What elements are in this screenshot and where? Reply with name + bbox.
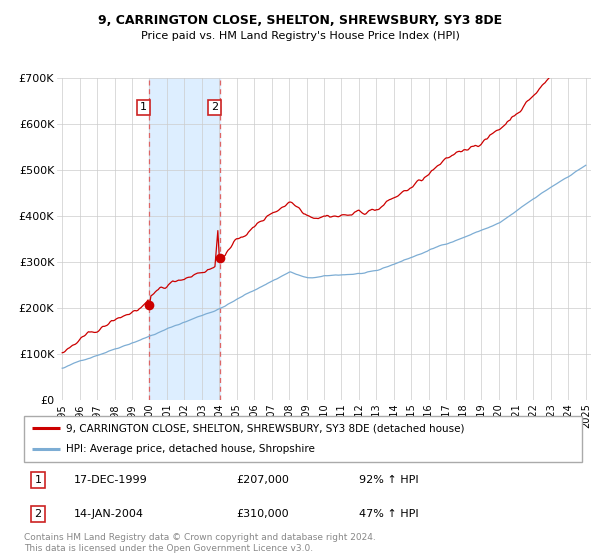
Text: 14-JAN-2004: 14-JAN-2004 bbox=[74, 510, 144, 519]
Text: 2: 2 bbox=[211, 102, 218, 113]
Text: 1: 1 bbox=[34, 475, 41, 484]
Text: 92% ↑ HPI: 92% ↑ HPI bbox=[359, 475, 418, 484]
Text: Price paid vs. HM Land Registry's House Price Index (HPI): Price paid vs. HM Land Registry's House … bbox=[140, 31, 460, 41]
Text: £207,000: £207,000 bbox=[236, 475, 289, 484]
Text: 47% ↑ HPI: 47% ↑ HPI bbox=[359, 510, 418, 519]
Text: 17-DEC-1999: 17-DEC-1999 bbox=[74, 475, 148, 484]
Text: Contains HM Land Registry data © Crown copyright and database right 2024.
This d: Contains HM Land Registry data © Crown c… bbox=[24, 533, 376, 553]
Text: HPI: Average price, detached house, Shropshire: HPI: Average price, detached house, Shro… bbox=[66, 445, 315, 455]
Text: 9, CARRINGTON CLOSE, SHELTON, SHREWSBURY, SY3 8DE (detached house): 9, CARRINGTON CLOSE, SHELTON, SHREWSBURY… bbox=[66, 423, 464, 433]
Text: 9, CARRINGTON CLOSE, SHELTON, SHREWSBURY, SY3 8DE: 9, CARRINGTON CLOSE, SHELTON, SHREWSBURY… bbox=[98, 14, 502, 27]
Text: £310,000: £310,000 bbox=[236, 510, 289, 519]
Text: 1: 1 bbox=[140, 102, 147, 113]
Bar bbox=[149, 78, 220, 400]
FancyBboxPatch shape bbox=[24, 416, 582, 462]
Text: 2: 2 bbox=[34, 510, 41, 519]
